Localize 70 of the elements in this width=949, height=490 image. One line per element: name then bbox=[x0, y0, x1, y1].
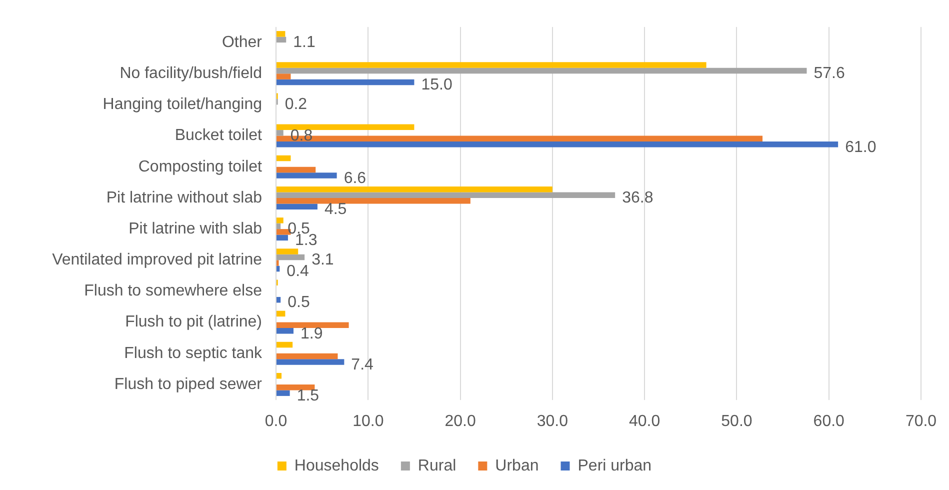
bar bbox=[276, 36, 286, 43]
x-tick-label: 70.0 bbox=[905, 413, 937, 430]
y-tick-label: Ventilated improved pit latrine bbox=[52, 252, 262, 269]
bar bbox=[276, 234, 288, 241]
data-label: 4.5 bbox=[324, 200, 347, 218]
bar bbox=[276, 223, 281, 230]
legend-label: Households bbox=[294, 457, 379, 474]
y-tick-label: Composting toilet bbox=[138, 158, 263, 176]
x-tick-label: 40.0 bbox=[629, 413, 660, 430]
bar bbox=[276, 218, 284, 224]
bar bbox=[276, 155, 291, 162]
bar bbox=[276, 166, 316, 173]
x-tick-label: 30.0 bbox=[536, 413, 568, 430]
bar bbox=[276, 254, 305, 260]
bar bbox=[276, 322, 349, 328]
x-tick-label: 60.0 bbox=[813, 413, 845, 430]
bar bbox=[276, 353, 338, 360]
x-tick-label: 0.0 bbox=[264, 413, 288, 430]
bar bbox=[276, 310, 286, 317]
data-label: 1.9 bbox=[300, 325, 323, 342]
bar bbox=[276, 130, 284, 136]
bar bbox=[276, 359, 344, 365]
y-tick-label: Hanging toilet/hanging bbox=[102, 96, 262, 114]
x-tick-label: 50.0 bbox=[721, 413, 752, 430]
bar bbox=[276, 328, 294, 334]
bar bbox=[276, 296, 281, 303]
data-label: 15.0 bbox=[421, 76, 452, 94]
bar bbox=[276, 68, 807, 74]
bar bbox=[276, 74, 291, 80]
data-label: 0.4 bbox=[286, 263, 310, 280]
data-label: 6.6 bbox=[344, 170, 366, 187]
data-label: 0.2 bbox=[284, 96, 308, 114]
bar bbox=[276, 192, 616, 198]
y-tick-label: Pit latrine without slab bbox=[106, 189, 262, 206]
bar bbox=[276, 172, 337, 178]
y-tick-label: Flush to somewhere else bbox=[84, 282, 262, 300]
bar bbox=[276, 390, 290, 396]
data-label: 3.1 bbox=[312, 252, 334, 269]
bar bbox=[276, 384, 315, 390]
bar bbox=[276, 31, 286, 37]
y-tick-label: Flush to piped sewer bbox=[114, 376, 263, 393]
x-tick-label: 10.0 bbox=[352, 413, 384, 430]
y-tick-label: No facility/bush/field bbox=[120, 65, 262, 82]
bar bbox=[276, 186, 552, 192]
bar bbox=[276, 198, 470, 204]
data-label: 61.0 bbox=[845, 138, 876, 156]
data-label: 0.5 bbox=[288, 294, 310, 312]
bar bbox=[276, 142, 838, 148]
data-label: 36.8 bbox=[622, 189, 654, 206]
bar bbox=[276, 248, 298, 254]
bar bbox=[276, 124, 414, 130]
legend-label: Rural bbox=[418, 457, 456, 474]
data-label: 1.1 bbox=[293, 34, 316, 52]
y-tick-label: Other bbox=[222, 34, 263, 51]
data-label: 57.6 bbox=[814, 65, 845, 82]
y-tick-label: Flush to septic tank bbox=[124, 344, 263, 362]
bar bbox=[276, 266, 280, 272]
y-tick-label: Flush to pit (latrine) bbox=[125, 314, 262, 331]
data-label: 1.5 bbox=[296, 387, 320, 404]
bar bbox=[276, 372, 282, 379]
x-tick-label: 20.0 bbox=[444, 413, 476, 430]
legend-label: Urban bbox=[495, 457, 539, 474]
bar bbox=[276, 204, 318, 210]
y-tick-label: Bucket toilet bbox=[174, 127, 263, 144]
bar bbox=[276, 342, 293, 348]
y-tick-label: Pit latrine with slab bbox=[128, 220, 262, 238]
legend-label: Peri urban bbox=[578, 457, 652, 474]
bar bbox=[276, 62, 706, 68]
data-label: 7.4 bbox=[351, 356, 374, 374]
bar bbox=[276, 79, 414, 86]
